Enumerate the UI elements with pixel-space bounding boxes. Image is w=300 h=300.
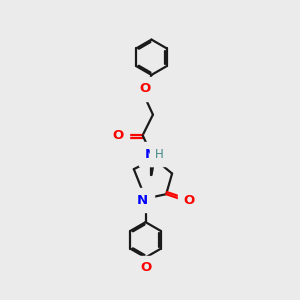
Text: O: O [139, 82, 150, 95]
Text: O: O [112, 129, 124, 142]
Text: O: O [184, 194, 195, 207]
Text: H: H [155, 148, 164, 161]
Text: N: N [137, 194, 148, 207]
Text: O: O [140, 261, 151, 274]
Text: N: N [144, 148, 156, 161]
